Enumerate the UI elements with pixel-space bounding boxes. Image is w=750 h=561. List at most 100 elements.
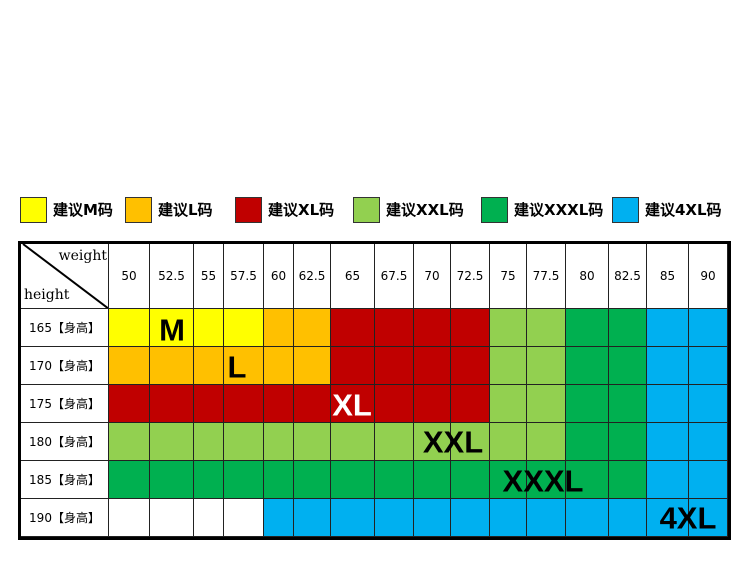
size-cell — [566, 461, 609, 499]
legend-label: 建议M码 — [53, 201, 113, 219]
size-cell — [527, 347, 566, 385]
size-cell — [375, 347, 414, 385]
weight-header: 57.5 — [224, 244, 264, 309]
size-cell — [224, 347, 264, 385]
size-cell — [609, 309, 647, 347]
size-cell — [566, 385, 609, 423]
size-cell — [331, 385, 375, 423]
size-cell — [194, 347, 224, 385]
height-label: 170【身高】 — [21, 347, 109, 385]
size-cell — [294, 309, 331, 347]
size-cell — [194, 423, 224, 461]
size-cell — [224, 423, 264, 461]
size-cell — [375, 309, 414, 347]
legend-label: 建议L码 — [158, 201, 213, 219]
size-cell — [414, 309, 451, 347]
size-cell — [150, 423, 194, 461]
legend-swatch — [353, 197, 380, 223]
size-cell — [647, 423, 689, 461]
size-cell — [414, 385, 451, 423]
weight-header: 82.5 — [609, 244, 647, 309]
height-label: 180【身高】 — [21, 423, 109, 461]
size-cell — [375, 385, 414, 423]
size-cell — [109, 385, 150, 423]
legend-label: 建议4XL码 — [645, 201, 722, 219]
size-label: XXXL — [502, 463, 584, 499]
size-cell — [375, 499, 414, 537]
height-label: 190【身高】 — [21, 499, 109, 537]
size-label: M — [159, 312, 185, 348]
size-cell — [264, 309, 294, 347]
size-cell — [194, 499, 224, 537]
size-label: XXL — [422, 424, 484, 460]
size-cell — [647, 309, 689, 347]
size-cell — [490, 499, 527, 537]
size-cell — [689, 347, 728, 385]
size-cell — [566, 347, 609, 385]
weight-header: 70 — [414, 244, 451, 309]
size-cell — [451, 309, 490, 347]
size-cell — [109, 499, 150, 537]
corner-cell — [21, 244, 109, 309]
size-cell — [150, 385, 194, 423]
height-label: 165【身高】 — [21, 309, 109, 347]
size-cell — [224, 309, 264, 347]
legend-swatch — [235, 197, 262, 223]
size-cell — [566, 499, 609, 537]
size-cell — [414, 423, 451, 461]
size-cell — [451, 461, 490, 499]
height-label: 175【身高】 — [21, 385, 109, 423]
size-cell — [109, 461, 150, 499]
size-cell — [150, 499, 194, 537]
size-cell — [527, 309, 566, 347]
weight-header: 50 — [109, 244, 150, 309]
size-cell — [647, 461, 689, 499]
size-cell — [294, 461, 331, 499]
size-cell — [490, 461, 527, 499]
legend-swatch — [481, 197, 508, 223]
weight-header: 72.5 — [451, 244, 490, 309]
size-cell — [414, 347, 451, 385]
size-cell — [451, 347, 490, 385]
size-cell — [414, 499, 451, 537]
size-label: XL — [332, 387, 372, 423]
size-cell — [331, 499, 375, 537]
size-cell — [527, 499, 566, 537]
legend-swatch — [20, 197, 47, 223]
height-label: 185【身高】 — [21, 461, 109, 499]
size-cell — [527, 385, 566, 423]
size-cell — [224, 499, 264, 537]
legend-label: 建议XL码 — [268, 201, 335, 219]
size-cell — [109, 347, 150, 385]
size-cell — [689, 423, 728, 461]
size-cell — [109, 423, 150, 461]
size-cell — [224, 461, 264, 499]
size-cell — [609, 499, 647, 537]
size-cell — [647, 385, 689, 423]
size-cell — [194, 461, 224, 499]
size-cell — [490, 347, 527, 385]
size-cell — [451, 385, 490, 423]
size-cell — [224, 385, 264, 423]
size-cell — [647, 499, 689, 537]
size-cell — [150, 461, 194, 499]
weight-header: 62.5 — [294, 244, 331, 309]
size-cell — [647, 347, 689, 385]
size-cell — [294, 499, 331, 537]
weight-header: 55 — [194, 244, 224, 309]
weight-header: 67.5 — [375, 244, 414, 309]
size-cell — [264, 385, 294, 423]
size-cell — [294, 385, 331, 423]
size-cell — [331, 347, 375, 385]
size-cell — [294, 423, 331, 461]
size-cell — [609, 461, 647, 499]
size-cell — [294, 347, 331, 385]
size-cell — [331, 423, 375, 461]
size-cell — [527, 461, 566, 499]
size-cell — [490, 385, 527, 423]
size-cell — [527, 423, 566, 461]
size-cell — [490, 423, 527, 461]
corner-weight: weight — [58, 248, 107, 264]
size-cell — [609, 423, 647, 461]
